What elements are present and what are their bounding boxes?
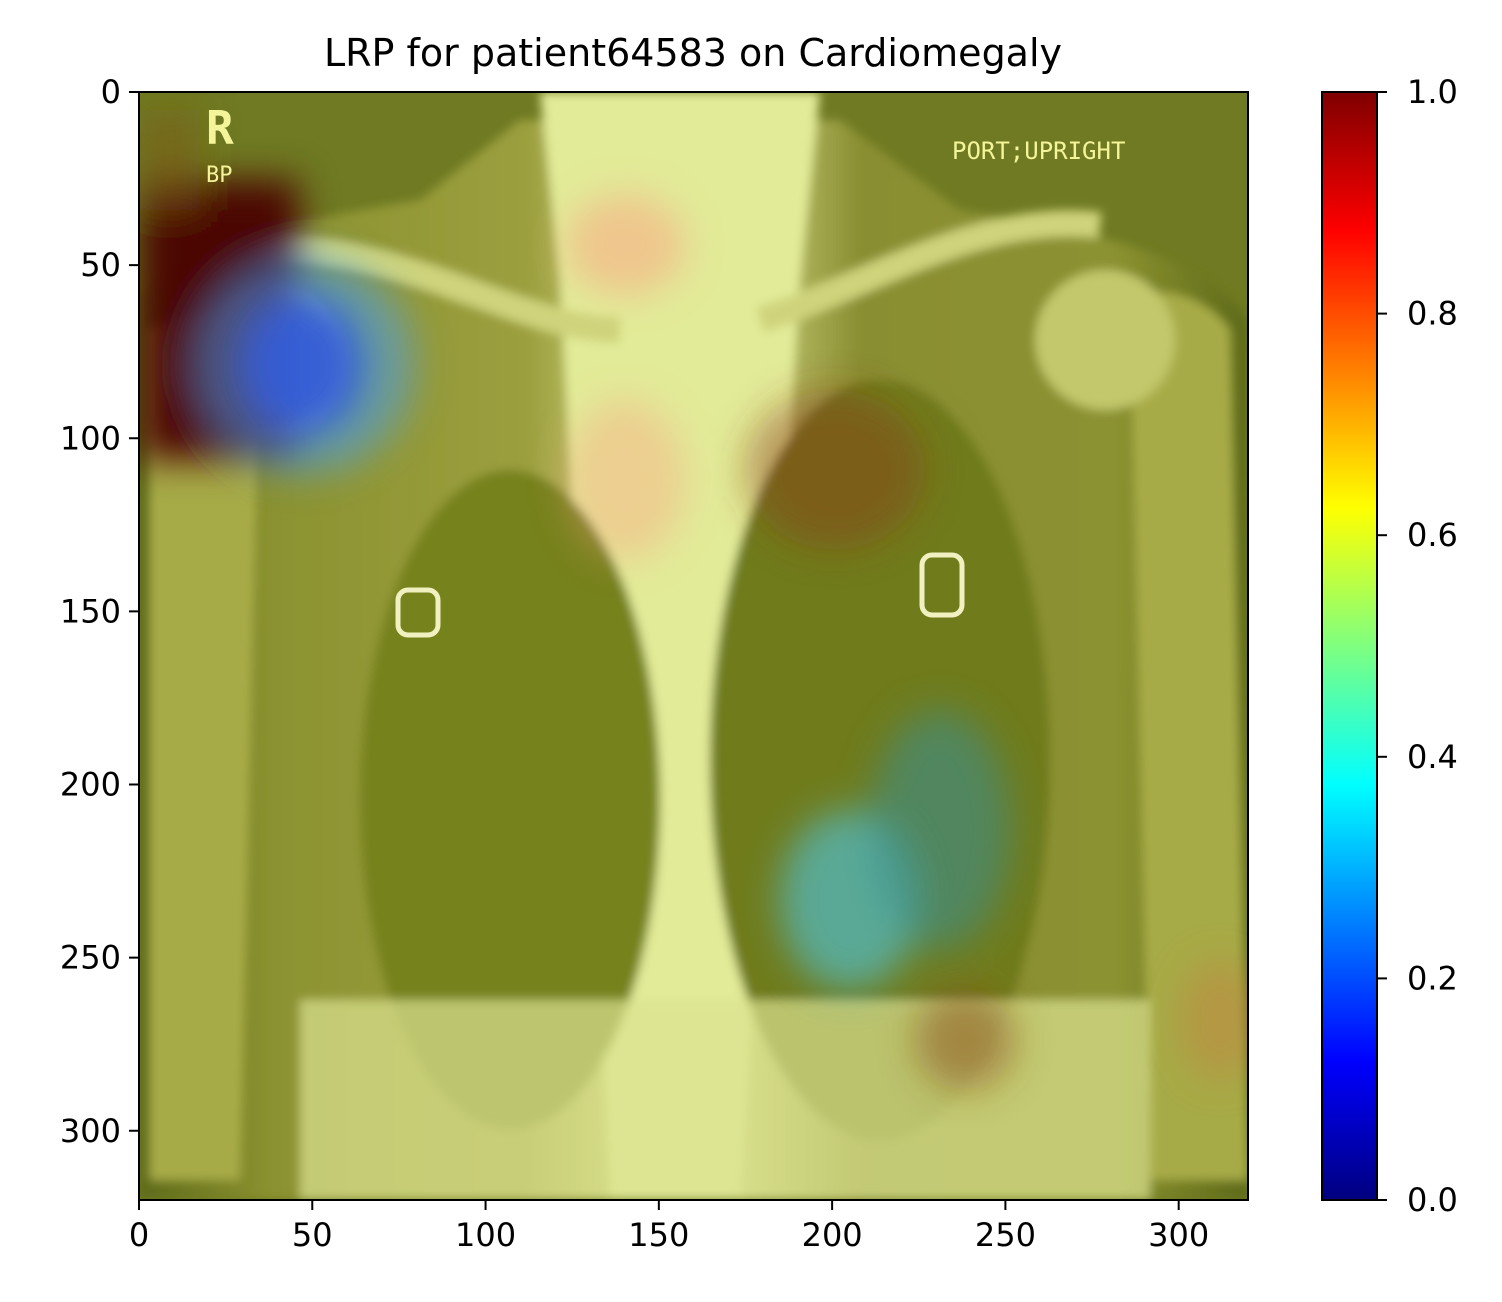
- ecg-electrode-right: [919, 552, 965, 618]
- colorbar: [1321, 91, 1378, 1201]
- colorbar-axis: 0.0 0.2 0.4 0.6 0.8 1.0: [1377, 73, 1458, 1219]
- y-tick-label: 50: [80, 246, 121, 284]
- x-tick-label: 50: [292, 1216, 333, 1254]
- x-tick-label: 0: [129, 1216, 149, 1254]
- x-tick-label: 150: [628, 1216, 689, 1254]
- colorbar-tick-label: 0.2: [1407, 959, 1458, 997]
- y-axis: 0 50 100 150 200 250 300: [60, 73, 139, 1150]
- x-tick-label: 300: [1148, 1216, 1209, 1254]
- y-tick-label: 150: [60, 592, 121, 630]
- image-position-label: PORT;UPRIGHT: [952, 137, 1125, 165]
- plot-frame: [138, 91, 1249, 1201]
- y-tick-label: 200: [60, 766, 121, 804]
- y-tick-label: 0: [101, 73, 121, 111]
- x-tick-label: 200: [802, 1216, 863, 1254]
- x-tick-label: 100: [455, 1216, 516, 1254]
- colorbar-tick-label: 0.4: [1407, 738, 1458, 776]
- heatmap-image: R BP PORT;UPRIGHT: [139, 92, 1248, 1200]
- chart-title: LRP for patient64583 on Cardiomegaly: [324, 31, 1062, 75]
- image-marker-r: R: [206, 101, 234, 155]
- colorbar-tick-label: 0.0: [1407, 1181, 1458, 1219]
- y-tick-label: 250: [60, 939, 121, 977]
- colorbar-tick-label: 0.8: [1407, 295, 1458, 333]
- colorbar-tick-label: 0.6: [1407, 516, 1458, 554]
- ecg-electrode-left: [395, 587, 441, 638]
- x-tick-label: 250: [975, 1216, 1036, 1254]
- image-marker-bp: BP: [206, 163, 233, 188]
- colorbar-tick-label: 1.0: [1407, 73, 1458, 111]
- x-axis: 0 50 100 150 200 250 300: [129, 1200, 1209, 1254]
- y-tick-label: 300: [60, 1112, 121, 1150]
- y-tick-label: 100: [60, 419, 121, 457]
- relevance-overlay: [139, 110, 1248, 1090]
